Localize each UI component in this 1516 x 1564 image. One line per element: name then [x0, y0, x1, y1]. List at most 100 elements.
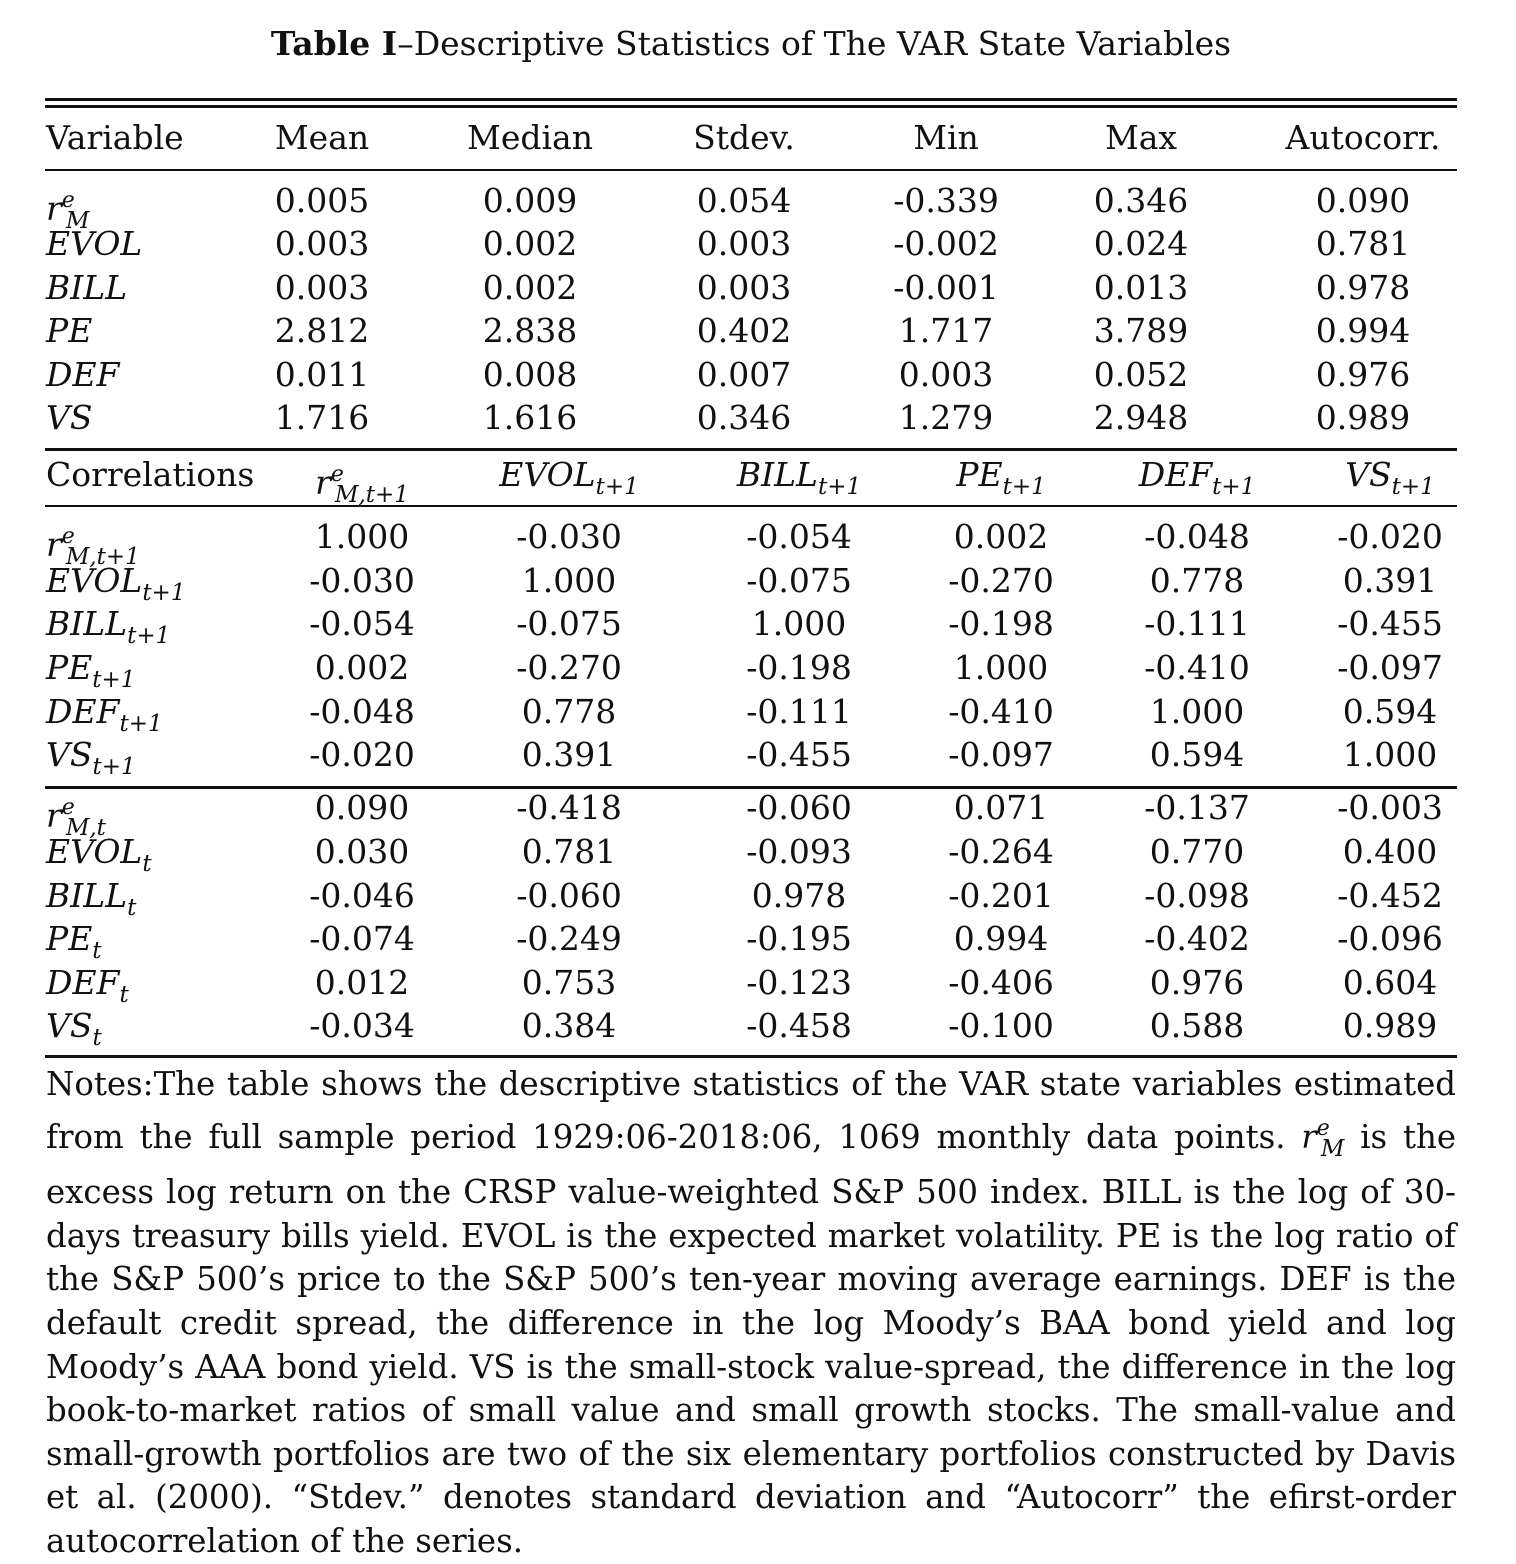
table-cell: 2.838 [482, 311, 578, 350]
correlation-cell: -0.452 [1337, 876, 1443, 915]
table-cell: 0.978 [1315, 268, 1411, 307]
correlation-cell: -0.198 [746, 648, 852, 687]
corr-row-label: VSt+1 [46, 735, 136, 787]
correlation-cell: -0.137 [1144, 788, 1250, 827]
table-cell: -0.001 [893, 268, 999, 307]
corr-column-header-superscript: e [330, 462, 344, 487]
corr-column-header: PEt+1 [956, 455, 1045, 507]
correlation-cell: -0.418 [516, 788, 622, 827]
correlation-cell: -0.249 [516, 919, 622, 958]
corr-row-label-subscript: t+1 [142, 580, 186, 606]
table-cell: 0.989 [1315, 398, 1411, 437]
corr-row-label: BILLt [46, 876, 136, 928]
corr-row-label-superscript: e [61, 524, 75, 549]
correlation-cell: 0.071 [953, 788, 1049, 827]
corr-row-label: reM,t+1 [46, 517, 140, 577]
correlation-cell: 0.989 [1342, 1006, 1438, 1045]
block-rule [45, 786, 1457, 789]
notes-symbol: reM [1301, 1115, 1345, 1162]
corr-column-header-symbol: r [315, 463, 331, 502]
table-title: Table I–Descriptive Statistics of The VA… [0, 24, 1502, 63]
column-header: Mean [274, 118, 370, 157]
corr-row-label-symbol: r [46, 525, 62, 564]
table-cell: 0.003 [696, 224, 792, 263]
corr-column-header-subscript: t+1 [1391, 474, 1435, 500]
row-label: VS [46, 398, 92, 438]
correlation-cell: 1.000 [314, 517, 410, 556]
correlation-cell: 0.400 [1342, 832, 1438, 871]
table-cell: 0.003 [274, 224, 370, 263]
top-rule-2 [45, 105, 1457, 108]
bottom-rule [45, 1055, 1457, 1058]
table-cell: 1.279 [898, 398, 994, 437]
corr-row-label: EVOLt+1 [46, 561, 185, 613]
row-label: DEF [46, 355, 119, 395]
correlation-cell: -0.111 [1144, 604, 1250, 643]
correlation-cell: 1.000 [953, 648, 1049, 687]
correlation-cell: -0.098 [1144, 876, 1250, 915]
table-cell: -0.002 [893, 224, 999, 263]
corr-row-label: BILLt+1 [46, 604, 170, 656]
table-cell: 0.976 [1315, 355, 1411, 394]
correlation-cell: -0.020 [1337, 517, 1443, 556]
correlation-cell: -0.093 [746, 832, 852, 871]
table-cell: 2.812 [274, 311, 370, 350]
table-cell: 1.616 [482, 398, 578, 437]
top-rule-1 [45, 98, 1457, 101]
table-cell: 0.003 [696, 268, 792, 307]
correlation-cell: -0.270 [516, 648, 622, 687]
correlation-cell: -0.096 [1337, 919, 1443, 958]
correlation-cell: -0.054 [746, 517, 852, 556]
row-label-symbol: VS [46, 398, 93, 437]
table-cell: 0.008 [482, 355, 578, 394]
correlation-cell: -0.030 [309, 561, 415, 600]
row-label-symbol: EVOL [46, 224, 143, 263]
corr-row-label-subscript: t+1 [127, 623, 171, 649]
correlation-cell: -0.097 [1337, 648, 1443, 687]
section-rule [45, 448, 1457, 451]
row-label: BILL [46, 268, 127, 308]
row-label-superscript: e [61, 188, 75, 213]
row-label: EVOL [46, 224, 142, 264]
correlation-cell: -0.455 [746, 735, 852, 774]
corr-column-header-subscript: t+1 [817, 474, 862, 500]
table-cell: 2.948 [1093, 398, 1189, 437]
correlation-cell: -0.458 [746, 1006, 852, 1045]
corr-column-header-symbol: EVOL [499, 455, 596, 494]
table-cell: 0.024 [1093, 224, 1189, 263]
correlation-cell: 0.391 [521, 735, 617, 774]
correlation-cell: -0.410 [948, 692, 1054, 731]
corr-row-label-subscript: t [142, 851, 152, 877]
correlation-cell: -0.406 [948, 963, 1054, 1002]
correlation-cell: -0.198 [948, 604, 1054, 643]
corr-row-label: reM,t [46, 788, 106, 848]
corr-row-label-symbol: VS [46, 735, 93, 774]
table-cell: 0.005 [274, 181, 370, 220]
corr-row-label-symbol: BILL [46, 604, 128, 643]
correlation-cell: 0.778 [1149, 561, 1245, 600]
correlation-cell: -0.410 [1144, 648, 1250, 687]
correlation-cell: -0.402 [1144, 919, 1250, 958]
table-cell: 0.090 [1315, 181, 1411, 220]
correlation-cell: -0.074 [309, 919, 415, 958]
table-cell: 3.789 [1093, 311, 1189, 350]
correlation-cell: -0.048 [1144, 517, 1250, 556]
column-header: Median [467, 118, 593, 157]
corr-row-label-subscript: t [119, 982, 129, 1008]
corr-row-label-superscript: e [61, 795, 75, 820]
correlation-cell: 0.594 [1342, 692, 1438, 731]
correlation-cell: -0.075 [746, 561, 852, 600]
table-cell: 0.994 [1315, 311, 1411, 350]
corr-header-rule [45, 505, 1457, 507]
notes-text-1: Notes:The table shows the descriptive st… [46, 1065, 1456, 1156]
correlation-cell: -0.048 [309, 692, 415, 731]
row-label-symbol: r [46, 189, 62, 228]
corr-row-label-subscript: t [127, 895, 137, 921]
correlation-cell: -0.455 [1337, 604, 1443, 643]
corr-column-header: reM,t+1 [315, 455, 409, 515]
corr-row-label-symbol: BILL [46, 876, 128, 915]
column-header: Max [1104, 118, 1178, 157]
corr-row-label-subscript: t+1 [92, 754, 136, 780]
table-label: Table I [270, 24, 398, 63]
column-header: Variable [46, 118, 184, 157]
